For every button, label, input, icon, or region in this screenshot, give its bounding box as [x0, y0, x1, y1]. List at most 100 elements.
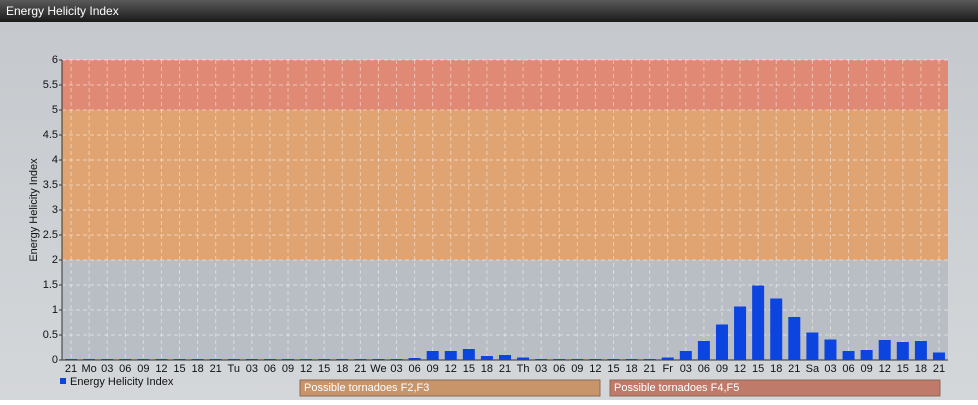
bar [932, 352, 945, 360]
x-tick-label: 03 [824, 363, 836, 375]
bar [553, 359, 566, 360]
bar [842, 351, 855, 360]
bar [227, 359, 240, 360]
bar [734, 306, 747, 360]
bar [715, 324, 728, 360]
bar [661, 357, 674, 360]
bar [571, 359, 584, 360]
x-tick-label: 15 [318, 363, 330, 375]
x-tick-label: 18 [191, 363, 203, 375]
x-tick-label: 15 [897, 363, 909, 375]
bar [390, 359, 403, 360]
x-tick-label: 12 [734, 363, 746, 375]
y-tick-label: 1.5 [43, 279, 58, 291]
x-tick-label: 03 [390, 363, 402, 375]
bar [824, 339, 837, 360]
x-tick-label: 18 [915, 363, 927, 375]
x-tick-label: 09 [716, 363, 728, 375]
x-tick-label: 18 [625, 363, 637, 375]
bar [878, 340, 891, 360]
x-tick-label: 21 [788, 363, 800, 375]
x-tick-label: 21 [499, 363, 511, 375]
bar [679, 351, 692, 360]
x-tick-label: 03 [680, 363, 692, 375]
bar [480, 356, 493, 360]
x-tick-label: Sa [806, 363, 820, 375]
x-tick-label: We [370, 363, 386, 375]
y-tick-label: 2.5 [43, 229, 58, 241]
y-tick-label: 3 [52, 204, 58, 216]
x-tick-label: 15 [607, 363, 619, 375]
bar [643, 359, 656, 360]
bar [896, 342, 909, 360]
x-tick-label: 12 [879, 363, 891, 375]
x-tick-label: 03 [101, 363, 113, 375]
x-tick-label: 06 [553, 363, 565, 375]
x-tick-label: 21 [65, 363, 77, 375]
y-tick-label: 2 [52, 254, 58, 266]
x-tick-label: 18 [336, 363, 348, 375]
y-tick-label: 4.5 [43, 129, 58, 141]
bar [806, 332, 819, 360]
x-tick-label: 09 [137, 363, 149, 375]
y-tick-label: 4 [52, 154, 58, 166]
legend-swatch [60, 378, 66, 384]
bar [697, 341, 710, 360]
bar [318, 359, 331, 360]
x-tick-label: 06 [119, 363, 131, 375]
bar [300, 359, 313, 360]
x-tick-label: Mo [81, 363, 96, 375]
bar [607, 359, 620, 360]
bar [517, 357, 530, 360]
bar [263, 359, 276, 360]
bar [65, 359, 78, 360]
bar [245, 359, 258, 360]
x-tick-label: 09 [861, 363, 873, 375]
bar [282, 359, 295, 360]
x-tick-label: 09 [427, 363, 439, 375]
bar [372, 359, 385, 360]
bar [625, 359, 638, 360]
bar [191, 359, 204, 360]
bar [354, 359, 367, 360]
bar [589, 359, 602, 360]
bar [137, 359, 150, 360]
bar [462, 349, 475, 360]
y-tick-label: 0.5 [43, 329, 58, 341]
x-tick-label: Fr [663, 363, 674, 375]
bar [173, 359, 186, 360]
band-label: Possible tornadoes F2,F3 [304, 382, 429, 394]
title-bar [0, 0, 978, 22]
y-axis-label: Energy Helicity Index [28, 158, 40, 262]
x-tick-label: 12 [589, 363, 601, 375]
bar [426, 351, 439, 360]
band-label: Possible tornadoes F4,F5 [614, 382, 739, 394]
x-tick-label: 09 [571, 363, 583, 375]
bar [119, 359, 132, 360]
x-tick-label: 15 [463, 363, 475, 375]
y-tick-label: 0 [52, 354, 58, 366]
chart-title: Energy Helicity Index [6, 4, 119, 18]
bar [499, 355, 511, 360]
bar [336, 359, 349, 360]
bar [914, 341, 927, 360]
x-tick-label: 06 [842, 363, 854, 375]
x-tick-label: 12 [155, 363, 167, 375]
bar [752, 285, 765, 360]
x-tick-label: 18 [481, 363, 493, 375]
x-tick-label: 15 [752, 363, 764, 375]
x-tick-label: 09 [282, 363, 294, 375]
x-tick-label: 21 [210, 363, 222, 375]
x-tick-label: 12 [300, 363, 312, 375]
y-tick-label: 1 [52, 304, 58, 316]
bar [444, 351, 457, 360]
bar [209, 359, 222, 360]
x-tick-label: Tu [228, 363, 240, 375]
bar [101, 359, 114, 360]
bar [770, 298, 783, 360]
x-tick-label: 21 [644, 363, 656, 375]
bar [155, 359, 168, 360]
x-tick-label: 18 [770, 363, 782, 375]
bar [535, 359, 548, 360]
